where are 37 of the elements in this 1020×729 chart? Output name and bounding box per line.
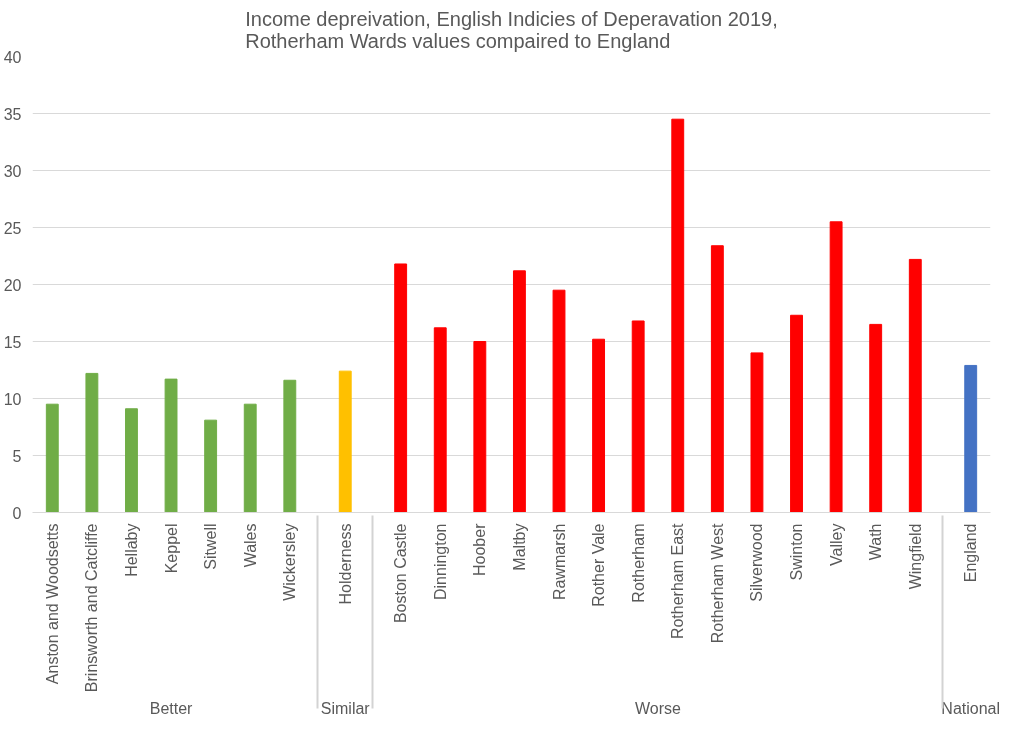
chart-title: Income depreivation, English Indicies of Deperavation 2019, Rotherham Wards values compaired to England [245,7,778,52]
y-tick-label: 40 [3,48,22,66]
x-tick-label: Swinton [788,523,806,581]
text: National [941,700,1001,718]
x-tick-label: Silverwood [748,523,766,602]
x-tick-label: Dinnington [431,523,449,600]
x-tick-label: Boston Castle [392,523,410,624]
x-tick-label: Hoober [471,522,489,576]
x-tick-label: Hellaby [122,523,140,577]
x-tick-label: Wales [241,523,259,568]
text: Similar [320,700,371,718]
y-tick-label: 30 [3,162,22,180]
x-tick-label: England [962,523,980,583]
text: Worse [635,700,682,718]
x-tick-label: Wingfield [906,523,924,590]
x-tick-label: Maltby [510,523,528,571]
x-tick-label: Holderness [336,523,354,605]
x-tick-label: Rotherham West [708,522,726,644]
x-tick-label: Wickersley [281,523,299,601]
x-tick-label: Valley [827,523,845,566]
x-tick-label: Wath [867,523,885,561]
x-tick-label: Sitwell [202,523,220,570]
x-tick-label: Rawmarsh [550,523,568,600]
y-tick-label: 35 [3,105,22,123]
x-tick-label: Rotherham [629,523,647,603]
text: Better [149,700,194,718]
y-tick-label: 10 [3,390,22,408]
x-tick-label: Anston and Woodsetts [43,523,61,685]
x-tick-label: Keppel [162,523,180,574]
x-tick-label: Brinsworth and Catcliffe [83,523,101,693]
x-tick-label: Rother Vale [590,523,608,607]
y-tick-label: 20 [3,276,22,294]
y-tick-label: 25 [3,219,22,237]
y-tick-label: 5 [12,447,22,465]
y-tick-label: 0 [12,504,22,522]
x-tick-label: Rotherham East [669,522,687,640]
y-tick-label: 15 [3,333,22,351]
